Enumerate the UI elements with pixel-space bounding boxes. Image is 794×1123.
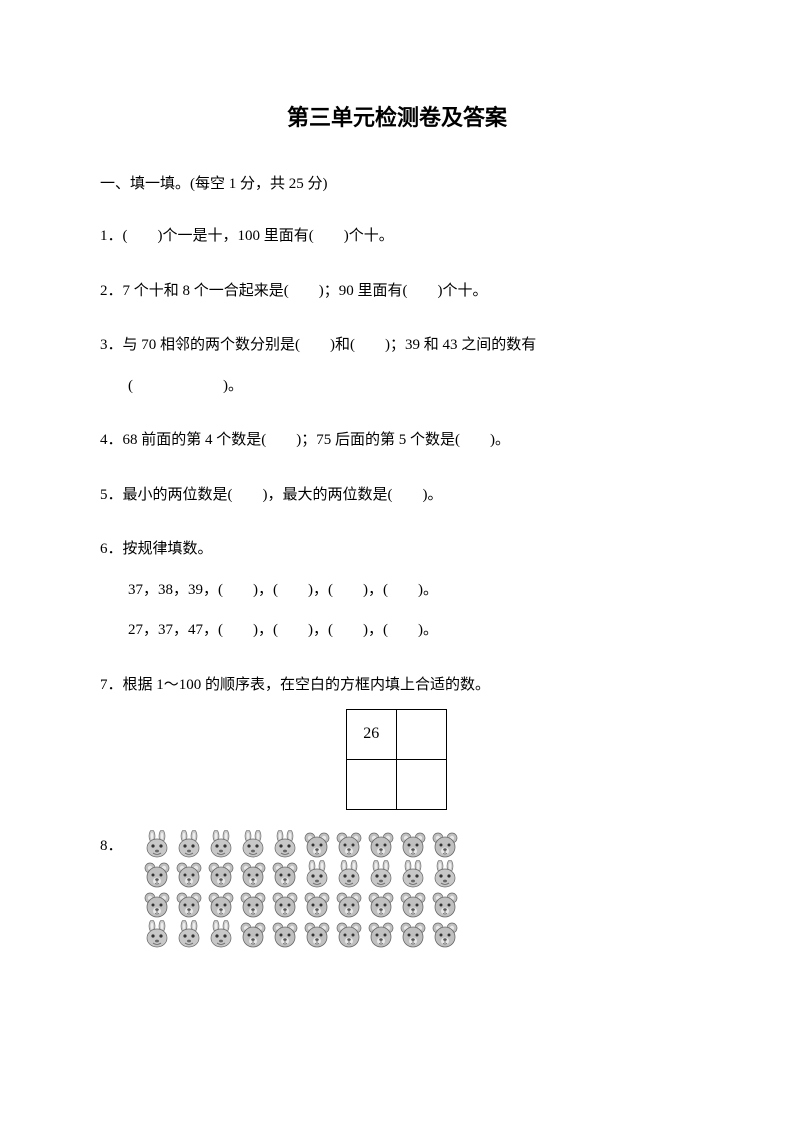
question-8: 8． [100,830,694,950]
animal-row [142,890,460,918]
animal-grid [128,830,460,950]
rabbit-icon [206,920,236,948]
bear-icon [238,890,268,918]
grid-cell-br [396,759,448,811]
bear-icon [142,860,172,888]
bear-icon [430,890,460,918]
question-5: 5．最小的两位数是( )，最大的两位数是( )。 [100,484,694,507]
animal-row [142,860,460,888]
bear-icon [430,920,460,948]
bear-icon [174,890,204,918]
bear-icon [270,890,300,918]
bear-icon [302,890,332,918]
grid-cell-bl [346,759,398,811]
bear-icon [142,890,172,918]
bear-icon [302,920,332,948]
q3-line2: ( )。 [100,375,694,398]
bear-icon [238,920,268,948]
bear-icon [366,920,396,948]
bear-icon [270,860,300,888]
bear-icon [366,890,396,918]
rabbit-icon [302,860,332,888]
rabbit-icon [430,860,460,888]
q7-grid: 26 [100,710,694,810]
bear-icon [238,860,268,888]
grid-cell-tr [396,709,448,761]
bear-icon [366,830,396,858]
q6-row2: 27，37，47，( )，( )，( )，( )。 [100,619,694,642]
question-3: 3．与 70 相邻的两个数分别是( )和( )；39 和 43 之间的数有 ( … [100,334,694,397]
rabbit-icon [238,830,268,858]
rabbit-icon [174,830,204,858]
page-title: 第三单元检测卷及答案 [100,100,694,132]
bear-icon [206,860,236,888]
grid-cell-tl: 26 [346,709,398,761]
q6-row1: 37，38，39，( )，( )，( )，( )。 [100,579,694,602]
q7-text: 7．根据 1～100 的顺序表，在空白的方框内填上合适的数。 [100,674,694,697]
rabbit-icon [366,860,396,888]
rabbit-icon [398,860,428,888]
rabbit-icon [334,860,364,888]
animal-row [142,920,460,948]
bear-icon [430,830,460,858]
bear-icon [334,920,364,948]
question-6: 6．按规律填数。 37，38，39，( )，( )，( )，( )。 27，37… [100,538,694,642]
question-2: 2．7 个十和 8 个一合起来是( )；90 里面有( )个十。 [100,280,694,303]
bear-icon [174,860,204,888]
bear-icon [334,890,364,918]
bear-icon [334,830,364,858]
question-7: 7．根据 1～100 的顺序表，在空白的方框内填上合适的数。 [100,674,694,697]
q6-header: 6．按规律填数。 [100,538,694,561]
bear-icon [270,920,300,948]
rabbit-icon [142,830,172,858]
bear-icon [398,920,428,948]
question-1: 1．( )个一是十，100 里面有( )个十。 [100,225,694,248]
q3-line1: 3．与 70 相邻的两个数分别是( )和( )；39 和 43 之间的数有 [100,334,694,357]
bear-icon [398,890,428,918]
question-4: 4．68 前面的第 4 个数是( )；75 后面的第 5 个数是( )。 [100,429,694,452]
animal-row [142,830,460,858]
bear-icon [302,830,332,858]
section-1-header: 一、填一填。(每空 1 分，共 25 分) [100,172,694,193]
rabbit-icon [206,830,236,858]
rabbit-icon [270,830,300,858]
rabbit-icon [142,920,172,948]
rabbit-icon [174,920,204,948]
bear-icon [398,830,428,858]
bear-icon [206,890,236,918]
q8-number: 8． [100,830,128,855]
